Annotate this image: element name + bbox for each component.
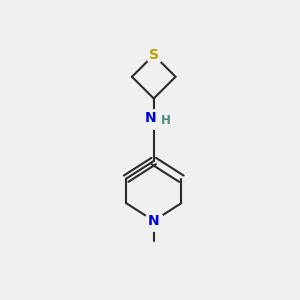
Text: N: N [145, 111, 156, 125]
Text: S: S [149, 48, 159, 62]
Text: N: N [148, 214, 160, 228]
Text: H: H [161, 114, 171, 127]
